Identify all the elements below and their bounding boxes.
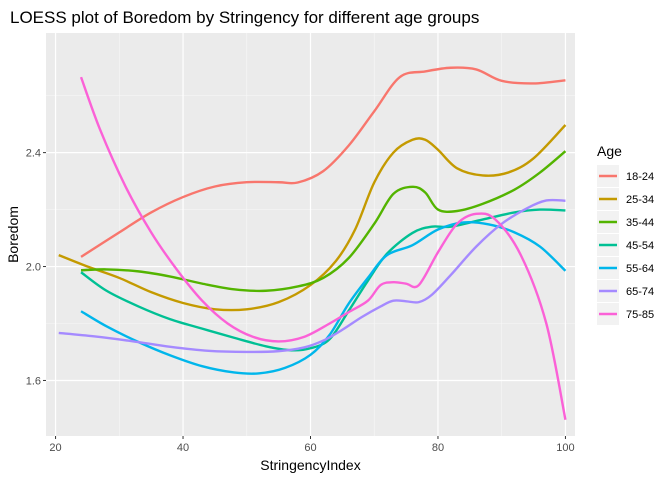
legend-item-65-74: 65-74 [597,280,654,302]
y-axis: 1.6 2.0 2.4 [26,148,46,387]
series-line-55-64 [80,220,567,375]
legend-label: 75-85 [626,309,654,321]
legend-item-55-64: 55-64 [597,257,654,279]
legend-label: 25-34 [626,194,654,206]
legend-label: 55-64 [626,263,654,275]
x-tick-label: 80 [432,442,444,454]
legend-item-25-34: 25-34 [597,188,654,210]
series-line-65-74 [58,198,566,354]
series-lines [58,66,567,421]
series-line-35-44 [81,150,567,293]
x-tick-label: 100 [556,442,574,454]
y-axis-title: Boredom [5,206,21,263]
series-line-75-85 [79,76,567,421]
y-tick-label: 2.4 [26,148,41,160]
legend-item-35-44: 35-44 [597,211,654,233]
legend-label: 18-24 [626,171,654,183]
legend: Age 18-24 25-34 35-44 45-54 55-64 65-74 75-85 [597,143,654,325]
x-tick-label: 20 [49,442,61,454]
x-axis-title: StringencyIndex [260,457,360,473]
legend-item-75-85: 75-85 [597,303,654,325]
legend-label: 35-44 [626,217,654,229]
legend-item-45-54: 45-54 [597,234,654,256]
chart-title: LOESS plot of Boredom by Stringency for … [10,8,479,27]
legend-items: 18-24 25-34 35-44 45-54 55-64 65-74 75-85 [597,165,654,325]
grid-major [46,33,575,436]
series-line-18-24 [80,66,566,258]
series-line-45-54 [80,208,566,352]
legend-title: Age [597,143,622,159]
legend-label: 65-74 [626,286,654,298]
x-tick-label: 40 [177,442,189,454]
x-tick-label: 60 [304,442,316,454]
legend-label: 45-54 [626,240,654,252]
y-tick-label: 2.0 [26,262,41,274]
series-line-25-34 [58,124,567,312]
x-axis: 20 40 60 80 100 [49,436,575,454]
y-tick-label: 1.6 [26,375,41,387]
legend-item-18-24: 18-24 [597,165,654,187]
